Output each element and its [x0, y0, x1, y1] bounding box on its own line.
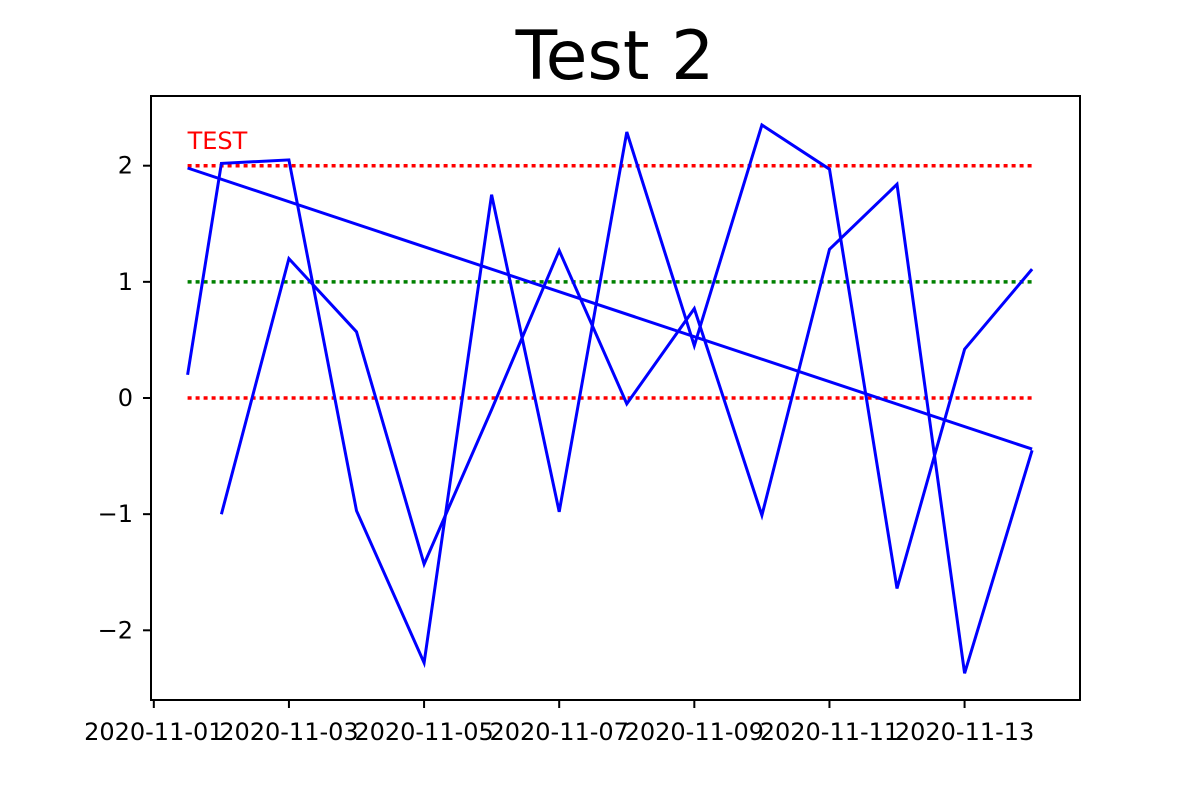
axes: 2020-11-012020-11-032020-11-052020-11-07…	[84, 152, 1034, 746]
x-tick-label-1: 2020-11-03	[219, 718, 358, 746]
x-tick-label-4: 2020-11-09	[625, 718, 764, 746]
x-tick-label-0: 2020-11-01	[84, 718, 223, 746]
series-line-0	[186, 122, 1034, 669]
y-tick-label-0: −2	[98, 616, 133, 644]
y-tick-label-1: −1	[98, 500, 133, 528]
x-tick-label-2: 2020-11-05	[354, 718, 493, 746]
x-tick-label-5: 2020-11-11	[760, 718, 899, 746]
series-line-1	[187, 166, 1033, 451]
x-tick-label-6: 2020-11-13	[895, 718, 1034, 746]
series-line-2	[219, 181, 1034, 674]
y-tick-label-3: 1	[118, 268, 133, 296]
y-tick-label-4: 2	[118, 152, 133, 180]
chart-title: Test 2	[515, 17, 715, 96]
annotation-0: TEST	[187, 127, 248, 155]
y-tick-label-2: 0	[118, 384, 133, 412]
x-tick-label-3: 2020-11-07	[489, 718, 628, 746]
plot-area: TEST	[186, 122, 1034, 674]
